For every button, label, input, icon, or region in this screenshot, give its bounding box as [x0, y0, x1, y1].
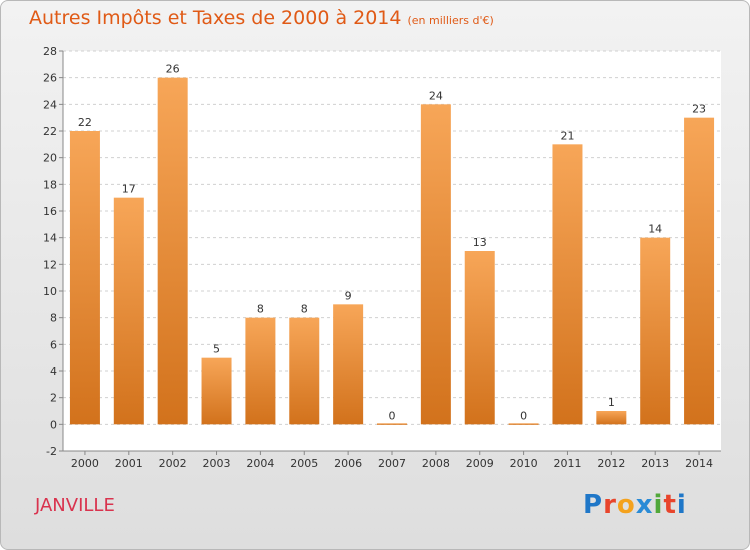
data-label: 9 — [345, 289, 352, 302]
y-tick-label: 20 — [43, 152, 57, 165]
chart-title-text: Autres Impôts et Taxes de 2000 à 2014 — [29, 7, 402, 29]
bar — [464, 251, 495, 425]
bar — [69, 131, 100, 425]
x-tick-label: 2000 — [71, 457, 99, 470]
y-tick-label: -2 — [46, 445, 57, 458]
data-label: 0 — [389, 409, 396, 422]
logo-letter: o — [616, 490, 636, 520]
bar — [552, 144, 583, 425]
data-label: 14 — [648, 223, 662, 236]
chart-subtitle: (en milliers d'€) — [407, 14, 494, 27]
x-tick-label: 2004 — [246, 457, 274, 470]
y-tick-label: 14 — [43, 232, 57, 245]
x-tick-label: 2007 — [378, 457, 406, 470]
data-label: 8 — [301, 303, 308, 316]
y-tick-label: 24 — [43, 98, 57, 111]
bar — [113, 197, 144, 425]
bar — [508, 423, 539, 425]
logo-letter: P — [583, 490, 604, 520]
city-name: JANVILLE — [35, 495, 115, 516]
data-label: 5 — [213, 343, 220, 356]
bar — [640, 237, 671, 425]
logo-letter: r — [603, 490, 617, 520]
data-label: 24 — [429, 89, 443, 102]
y-tick-label: 18 — [43, 178, 57, 191]
y-tick-label: 10 — [43, 285, 57, 298]
data-label: 21 — [560, 129, 574, 142]
proxiti-logo: Proxiti — [583, 490, 687, 520]
data-label: 0 — [520, 409, 527, 422]
x-tick-label: 2005 — [290, 457, 318, 470]
data-label: 8 — [257, 303, 264, 316]
x-tick-label: 2008 — [422, 457, 450, 470]
y-tick-label: 4 — [50, 365, 57, 378]
data-label: 26 — [166, 63, 180, 76]
bar — [684, 117, 715, 425]
data-label: 13 — [473, 236, 487, 249]
y-tick-label: 16 — [43, 205, 57, 218]
bar — [289, 317, 320, 425]
bar — [157, 77, 188, 425]
data-label: 22 — [78, 116, 92, 129]
bar — [333, 304, 364, 425]
data-label: 1 — [608, 396, 615, 409]
x-tick-label: 2010 — [510, 457, 538, 470]
y-tick-label: 6 — [50, 338, 57, 351]
x-tick-label: 2001 — [115, 457, 143, 470]
bar — [201, 357, 232, 425]
y-tick-label: 28 — [43, 45, 57, 58]
data-label: 23 — [692, 103, 706, 116]
y-tick-label: 26 — [43, 72, 57, 85]
logo-letter: t — [663, 490, 677, 520]
x-tick-label: 2006 — [334, 457, 362, 470]
x-tick-label: 2011 — [553, 457, 581, 470]
y-tick-label: 2 — [50, 392, 57, 405]
x-tick-label: 2013 — [641, 457, 669, 470]
y-tick-label: 22 — [43, 125, 57, 138]
x-tick-label: 2014 — [685, 457, 713, 470]
bar — [420, 104, 451, 425]
bar — [596, 411, 627, 425]
y-tick-label: 12 — [43, 258, 57, 271]
x-tick-label: 2002 — [159, 457, 187, 470]
y-tick-label: 0 — [50, 418, 57, 431]
bar — [377, 423, 407, 425]
data-label: 17 — [122, 183, 136, 196]
logo-letter: i — [676, 490, 687, 520]
bar — [245, 317, 276, 425]
x-tick-label: 2009 — [466, 457, 494, 470]
logo-letter: i — [653, 490, 664, 520]
x-tick-label: 2012 — [597, 457, 625, 470]
logo-letter: x — [635, 490, 654, 520]
x-tick-label: 2003 — [203, 457, 231, 470]
chart-title: Autres Impôts et Taxes de 2000 à 2014 (en… — [29, 7, 494, 29]
y-tick-label: 8 — [50, 312, 57, 325]
